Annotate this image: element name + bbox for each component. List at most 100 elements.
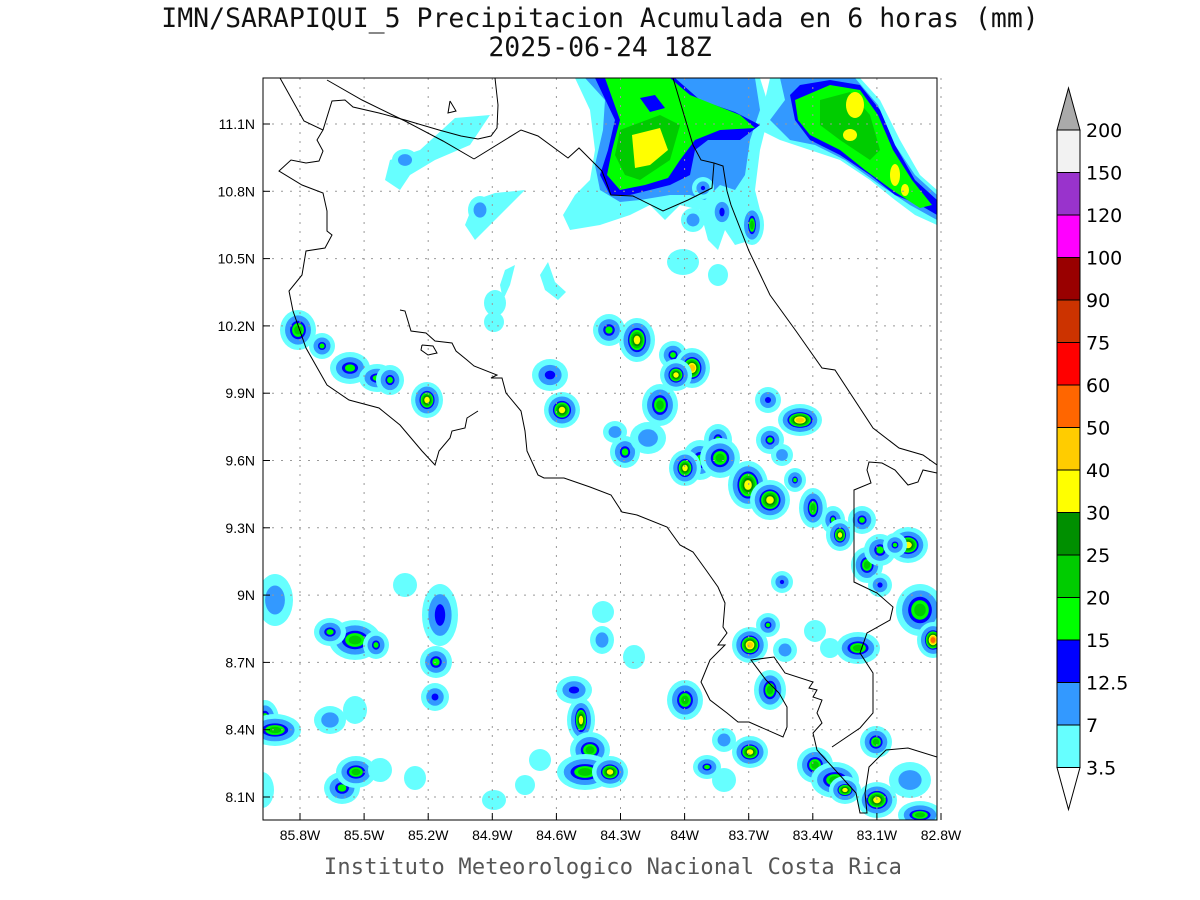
precip-cell-level-3 [344,364,356,372]
precip-cell-level-7 [746,641,754,649]
precip-cell-level-0 [393,573,417,597]
precip-cell-level-4 [348,635,362,645]
precip-cell-level-0 [804,620,826,642]
precip-cell-level-2 [544,370,556,380]
lat-label: 8.4N [225,722,255,738]
precip-cell-level-3 [793,477,797,483]
precip-cell-level-0 [529,749,551,771]
precip-area-3.5 [540,262,566,300]
precip-cell-level-4 [577,768,593,776]
precip-cell-level-0 [343,696,367,724]
lake-south-shore [322,78,499,140]
precip-cell-level-6 [842,787,848,793]
precip-cell-level-1 [898,770,922,790]
precip-cell-level-6 [766,496,774,504]
lon-label: 83.4W [793,827,834,843]
map-frame [262,77,938,821]
colorbar-label: 12.5 [1086,673,1128,695]
precip-cell-level-1 [778,643,792,657]
precip-area-30 [890,164,900,186]
costa-rica-panama-border [831,461,937,748]
footer-credit: Instituto Meteorologico Nacional Costa R… [323,855,903,880]
precip-cell-level-4 [766,685,774,695]
precip-cell-level-2 [568,686,580,694]
lon-label: 84.6W [536,827,577,843]
lake-nicaragua-shore [326,79,475,160]
precip-cell-level-0 [484,290,506,316]
lake-island [447,100,457,114]
precip-cell-level-4 [351,768,361,776]
precip-area-3.5 [385,115,490,190]
precipitation-field [263,78,937,820]
colorbar-label: 90 [1086,290,1110,312]
precip-cell-level-1 [608,426,622,438]
precip-cell-level-2 [779,579,785,585]
colorbar-label: 100 [1086,248,1122,270]
precip-cell-level-6 [682,464,688,472]
precip-cell-level-1 [717,733,731,747]
lon-label: 85.2W [408,827,449,843]
precip-cell-level-2 [877,582,883,588]
precip-cell-level-4 [750,220,754,230]
lon-label: 84.3W [600,827,641,843]
precip-cell-level-4 [914,812,926,818]
precip-cell-level-3 [765,622,771,628]
colorbar: 200 150 120 100 90 75 60 50 40 30 25 20 15 12.5 7 3.5 [1056,86,1128,812]
precip-cell-level-0 [712,768,736,792]
precip-cell-level-1 [595,632,609,648]
lat-label: 8.1N [225,789,255,805]
colorbar-swatch [1056,469,1081,513]
precip-cell-level-3 [704,764,710,770]
precip-cell-level-3 [337,784,347,792]
lat-label: 10.8N [218,183,255,199]
colorbar-swatch [1056,214,1081,258]
precip-cell-level-8 [930,637,936,643]
precip-cell-level-6 [744,480,752,490]
lat-label: 10.5N [218,251,255,267]
precip-area-30 [901,184,909,196]
precip-cell-level-3 [621,448,629,456]
colorbar-label: 15 [1086,630,1110,652]
colorbar-label: 60 [1086,375,1110,397]
precip-cell-level-4 [914,603,926,617]
precip-cell-level-0 [623,645,645,669]
colorbar-swatch [1056,342,1081,386]
colorbar-label: 200 [1086,120,1122,142]
precip-cell-level-6 [558,406,566,414]
precip-area-30 [846,92,864,118]
colorbar-swatch [1056,597,1081,641]
precip-area-30 [843,129,857,141]
precip-cell-level-2 [434,604,446,626]
lat-label: 10.2N [218,318,255,334]
pacific-coast-north [278,78,479,466]
colorbar-label: 75 [1086,333,1110,355]
precip-cell-level-1 [473,202,487,218]
precip-cell-level-1 [686,213,700,227]
lon-label: 84W [670,827,700,843]
precip-area-20 [820,92,880,160]
colorbar-swatch [1056,299,1081,343]
precip-cell-level-1 [776,449,788,461]
lon-label: 82.8W [921,827,962,843]
precip-cell-level-0 [482,790,506,810]
precip-cell-level-0 [820,638,840,658]
precip-cell-level-4 [268,726,282,734]
colorbar-swatch [1056,682,1081,726]
colorbar-swatch [1056,512,1081,556]
precip-cell-level-1 [638,429,658,447]
precip-cell-level-6 [746,749,754,755]
precip-cell-level-2 [764,396,772,404]
map-title: IMN/SARAPIQUI_5 Precipitacion Acumulada … [161,3,1039,34]
precip-cell-level-6 [673,372,679,378]
precip-area-12.5 [640,95,665,112]
precip-cell-level-6 [578,715,584,725]
coastlines-borders [278,78,937,814]
lon-label: 85.8W [280,827,321,843]
lon-label: 83.1W [857,827,898,843]
lat-label: 9.6N [225,453,255,469]
lat-label: 8.7N [225,654,255,670]
nicaragua-caribbean-coast [672,78,937,466]
nicaragua-costa-rica-border [473,129,715,212]
precip-cell-level-4 [810,503,816,513]
